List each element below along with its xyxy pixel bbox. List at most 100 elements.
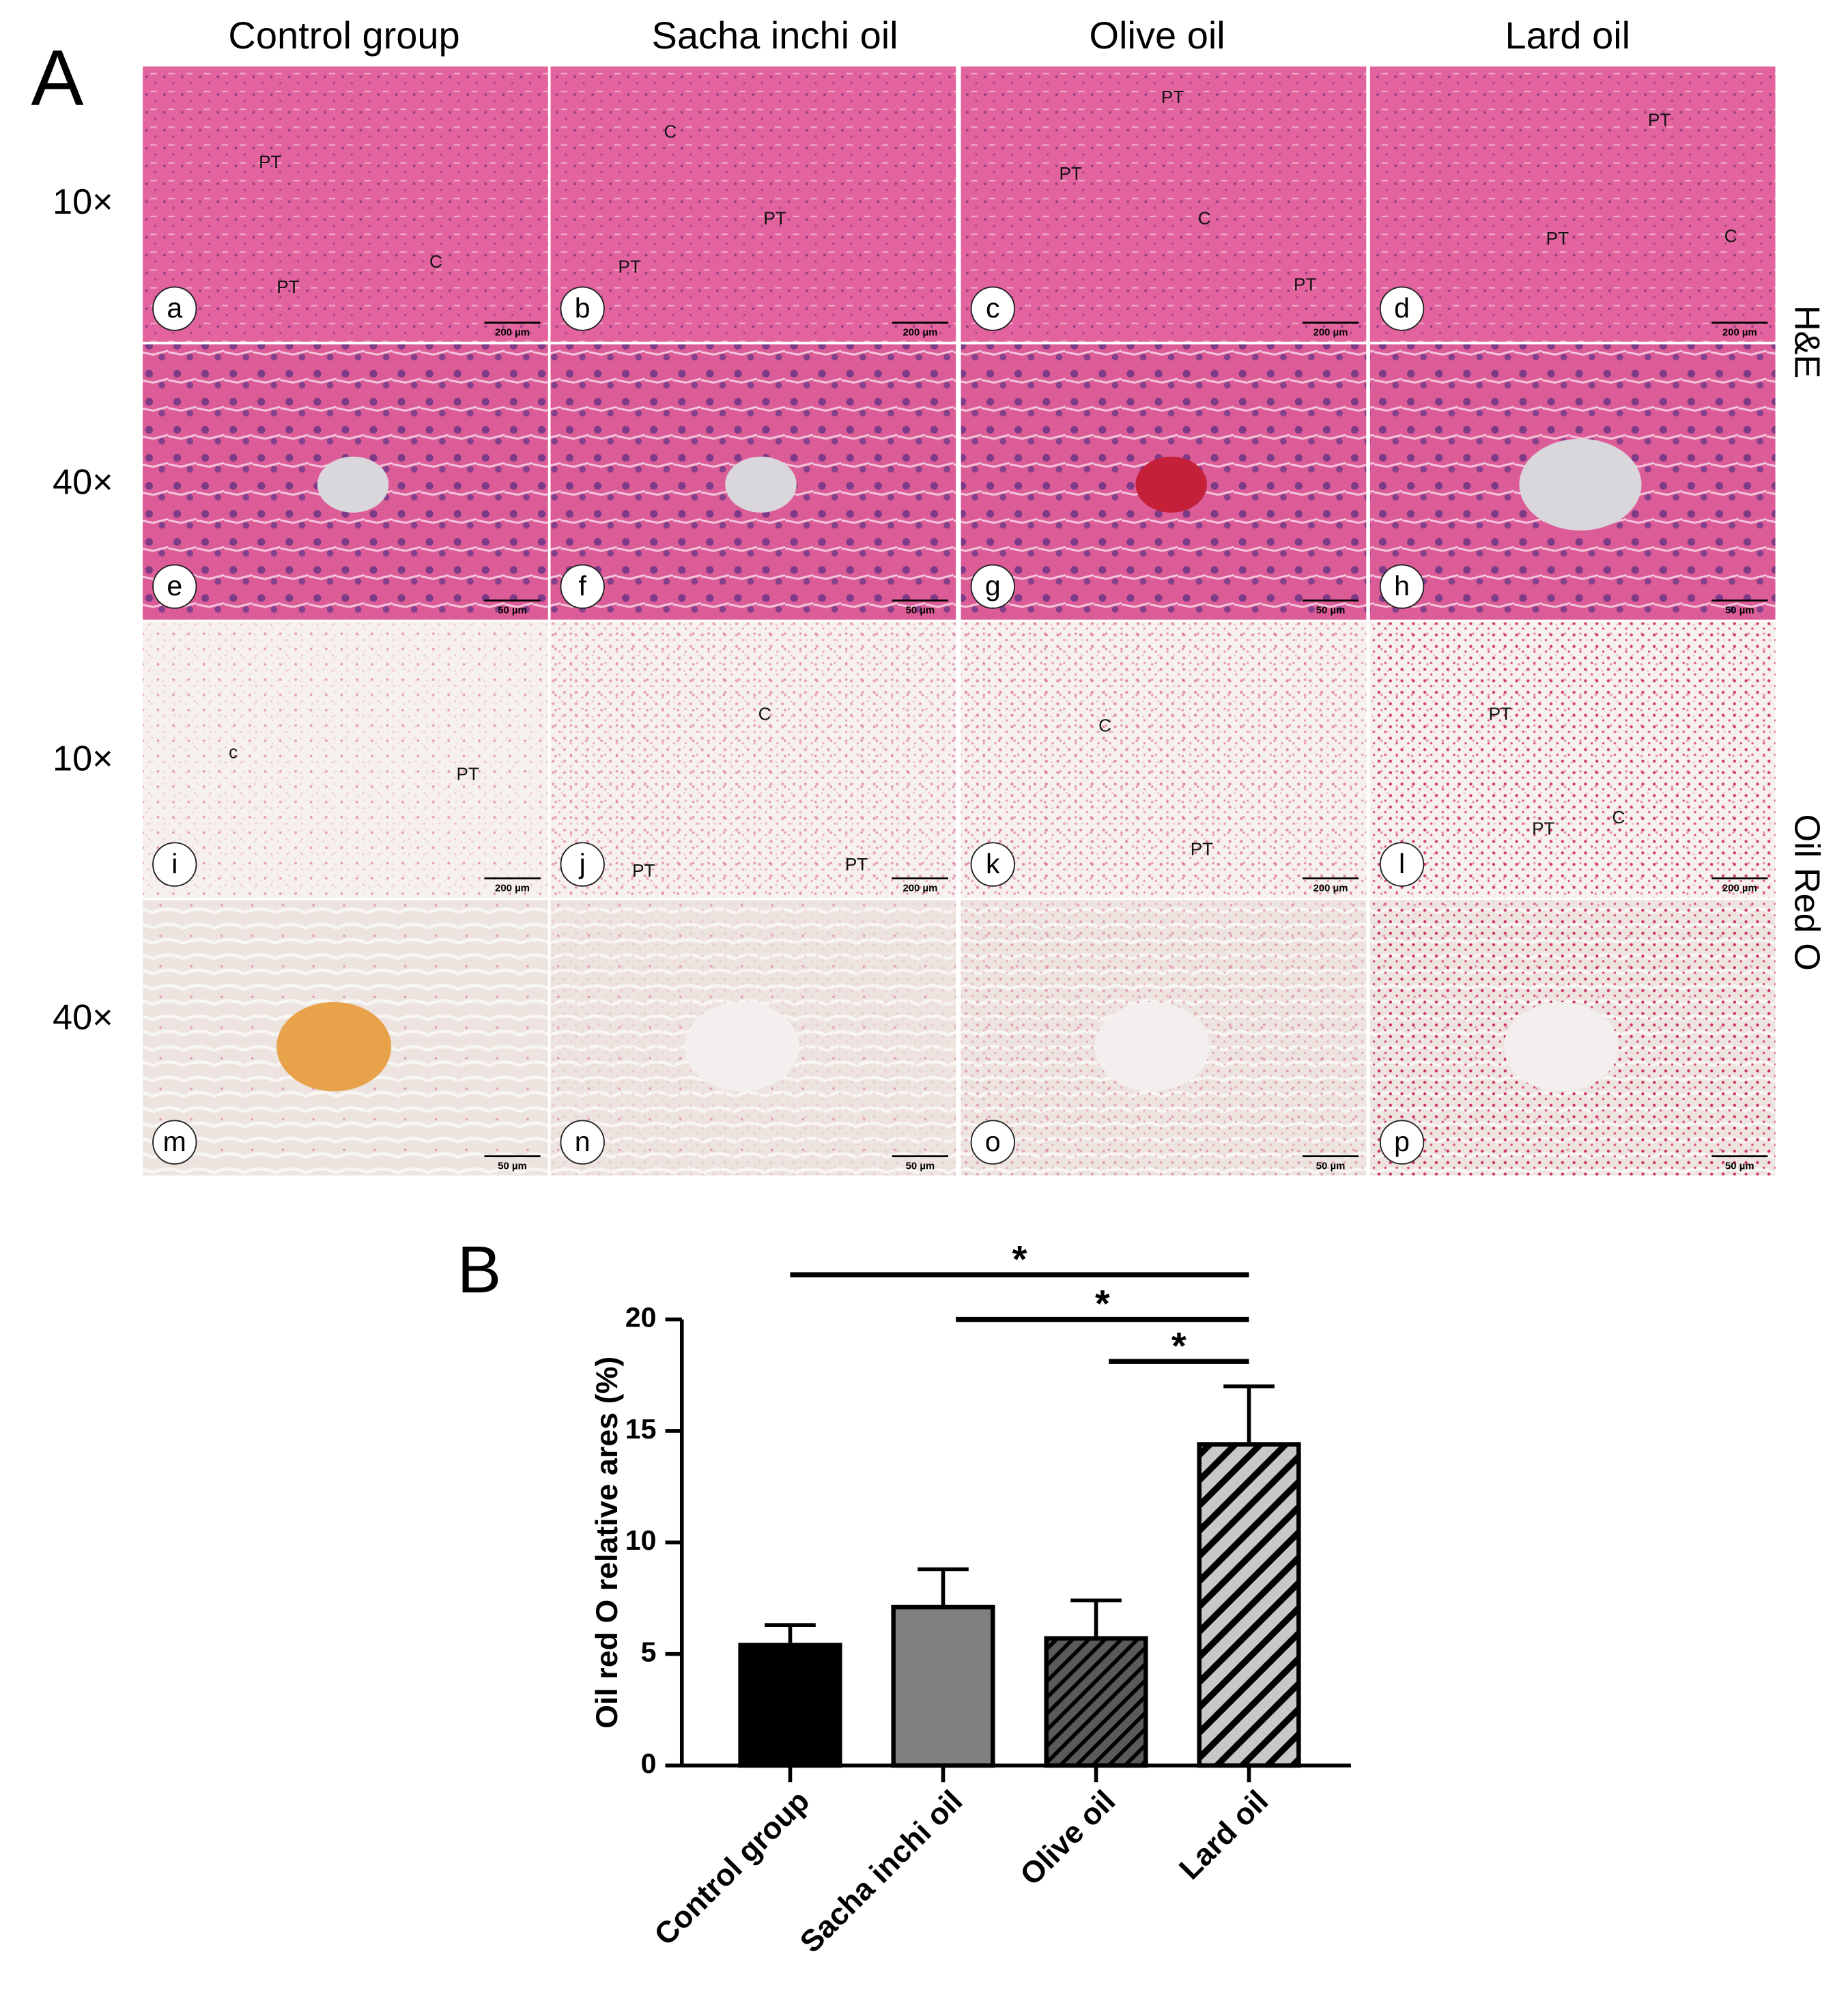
- panel-letter: d: [1394, 292, 1410, 324]
- annotation: C: [1724, 226, 1737, 246]
- annotation: C: [1612, 807, 1625, 827]
- panel-letter: i: [171, 848, 177, 879]
- annotation: c: [229, 742, 238, 763]
- micrograph: [1369, 66, 1776, 342]
- annotation: PT: [1489, 704, 1511, 724]
- annotation: C: [1098, 715, 1111, 735]
- scale-bar-label: 200 µm: [1722, 327, 1757, 339]
- letter-badge: [1379, 564, 1425, 609]
- letter-badge: [152, 842, 197, 887]
- letter-badge: [560, 842, 605, 887]
- row-label: 10×: [53, 739, 113, 779]
- scale-bar-label: 50 µm: [498, 1161, 527, 1172]
- lipid-stain: [961, 622, 1367, 898]
- vessel: [684, 1002, 799, 1092]
- panel-letter: c: [986, 292, 1000, 324]
- panel-letter: p: [1394, 1126, 1410, 1157]
- significance-label: *: [1171, 1324, 1186, 1367]
- letter-badge: [152, 1120, 197, 1165]
- annotation: PT: [763, 208, 786, 228]
- annotation: PT: [1532, 819, 1554, 839]
- bar: [1044, 1636, 1148, 1768]
- y-tick-label: 15: [625, 1413, 657, 1445]
- x-tick-label: Olive oil: [1014, 1784, 1122, 1892]
- letter-badge: [152, 564, 197, 609]
- annotation: PT: [845, 854, 868, 875]
- row-label: 40×: [53, 463, 113, 502]
- bar: [891, 1604, 995, 1768]
- scale-bar-label: 200 µm: [1722, 883, 1757, 894]
- x-tick-label: Lard oil: [1173, 1784, 1275, 1886]
- scale-bar-label: 200 µm: [1313, 327, 1348, 339]
- panel-letter: a: [167, 292, 182, 324]
- scale-bar-label: 200 µm: [495, 883, 530, 894]
- y-tick-label: 20: [625, 1301, 657, 1333]
- bar: [738, 1643, 842, 1768]
- letter-badge: [970, 842, 1015, 887]
- vessel: [317, 456, 389, 513]
- vessel: [725, 456, 797, 513]
- letter-badge: [560, 564, 605, 609]
- y-tick-label: 10: [625, 1525, 657, 1556]
- vessel: [1503, 1002, 1619, 1092]
- micrograph: [550, 66, 956, 342]
- panel-letter: l: [1399, 848, 1405, 879]
- letter-badge: [1379, 286, 1425, 331]
- panel-letter: h: [1394, 570, 1410, 601]
- panel-letter: g: [985, 570, 1001, 601]
- lipid-stain: [550, 622, 956, 898]
- panel-letter: j: [579, 848, 586, 879]
- letter-badge: [970, 564, 1015, 609]
- stain-label: H&E: [1787, 305, 1827, 378]
- annotation: PT: [619, 256, 641, 277]
- panel-letter: n: [575, 1126, 591, 1157]
- scale-bar-label: 200 µm: [1313, 883, 1348, 894]
- panel-letter: f: [578, 570, 586, 601]
- annotation: PT: [456, 763, 479, 784]
- significance-label: *: [1095, 1282, 1110, 1325]
- scale-bar-label: 200 µm: [495, 327, 530, 339]
- lipid-stain: [143, 622, 548, 898]
- scale-bar-label: 200 µm: [902, 883, 937, 894]
- annotation: PT: [632, 860, 655, 881]
- panel-letter: b: [575, 292, 591, 324]
- vessel: [1094, 1002, 1210, 1092]
- letter-badge: [560, 1120, 605, 1165]
- y-tick-label: 0: [641, 1748, 657, 1779]
- letter-badge: [1379, 1120, 1425, 1165]
- scale-bar-label: 50 µm: [498, 605, 527, 616]
- row-label: 10×: [53, 182, 113, 222]
- panel-letter: m: [163, 1126, 186, 1157]
- column-header: Control group: [228, 14, 459, 57]
- x-tick-label: Control group: [648, 1784, 816, 1952]
- annotation: PT: [259, 152, 281, 172]
- annotation: PT: [276, 277, 299, 297]
- letter-badge: [970, 1120, 1015, 1165]
- letter-badge: [1379, 842, 1425, 887]
- bar: [1197, 1442, 1301, 1768]
- scale-bar-label: 50 µm: [1316, 1161, 1346, 1172]
- annotation: C: [758, 704, 771, 724]
- annotation: PT: [1161, 87, 1184, 107]
- annotation: PT: [1546, 228, 1569, 249]
- annotation: PT: [1648, 110, 1671, 130]
- stain-label: Oil Red O: [1787, 814, 1827, 970]
- y-tick-label: 5: [641, 1636, 657, 1667]
- micrograph: [143, 66, 548, 342]
- scale-bar-label: 200 µm: [902, 327, 937, 339]
- letter-badge: [970, 286, 1015, 331]
- vessel: [276, 1002, 392, 1092]
- panel-label: A: [31, 33, 83, 122]
- annotation: C: [429, 251, 442, 272]
- letter-badge: [560, 286, 605, 331]
- vessel: [1519, 438, 1642, 530]
- column-header: Sacha inchi oil: [652, 14, 898, 57]
- annotation: PT: [1294, 274, 1316, 294]
- panel-label: B: [457, 1232, 502, 1307]
- scale-bar-label: 50 µm: [1725, 1161, 1754, 1172]
- significance-label: *: [1012, 1237, 1027, 1280]
- micrograph: [961, 66, 1367, 342]
- panel-letter: o: [985, 1126, 1001, 1157]
